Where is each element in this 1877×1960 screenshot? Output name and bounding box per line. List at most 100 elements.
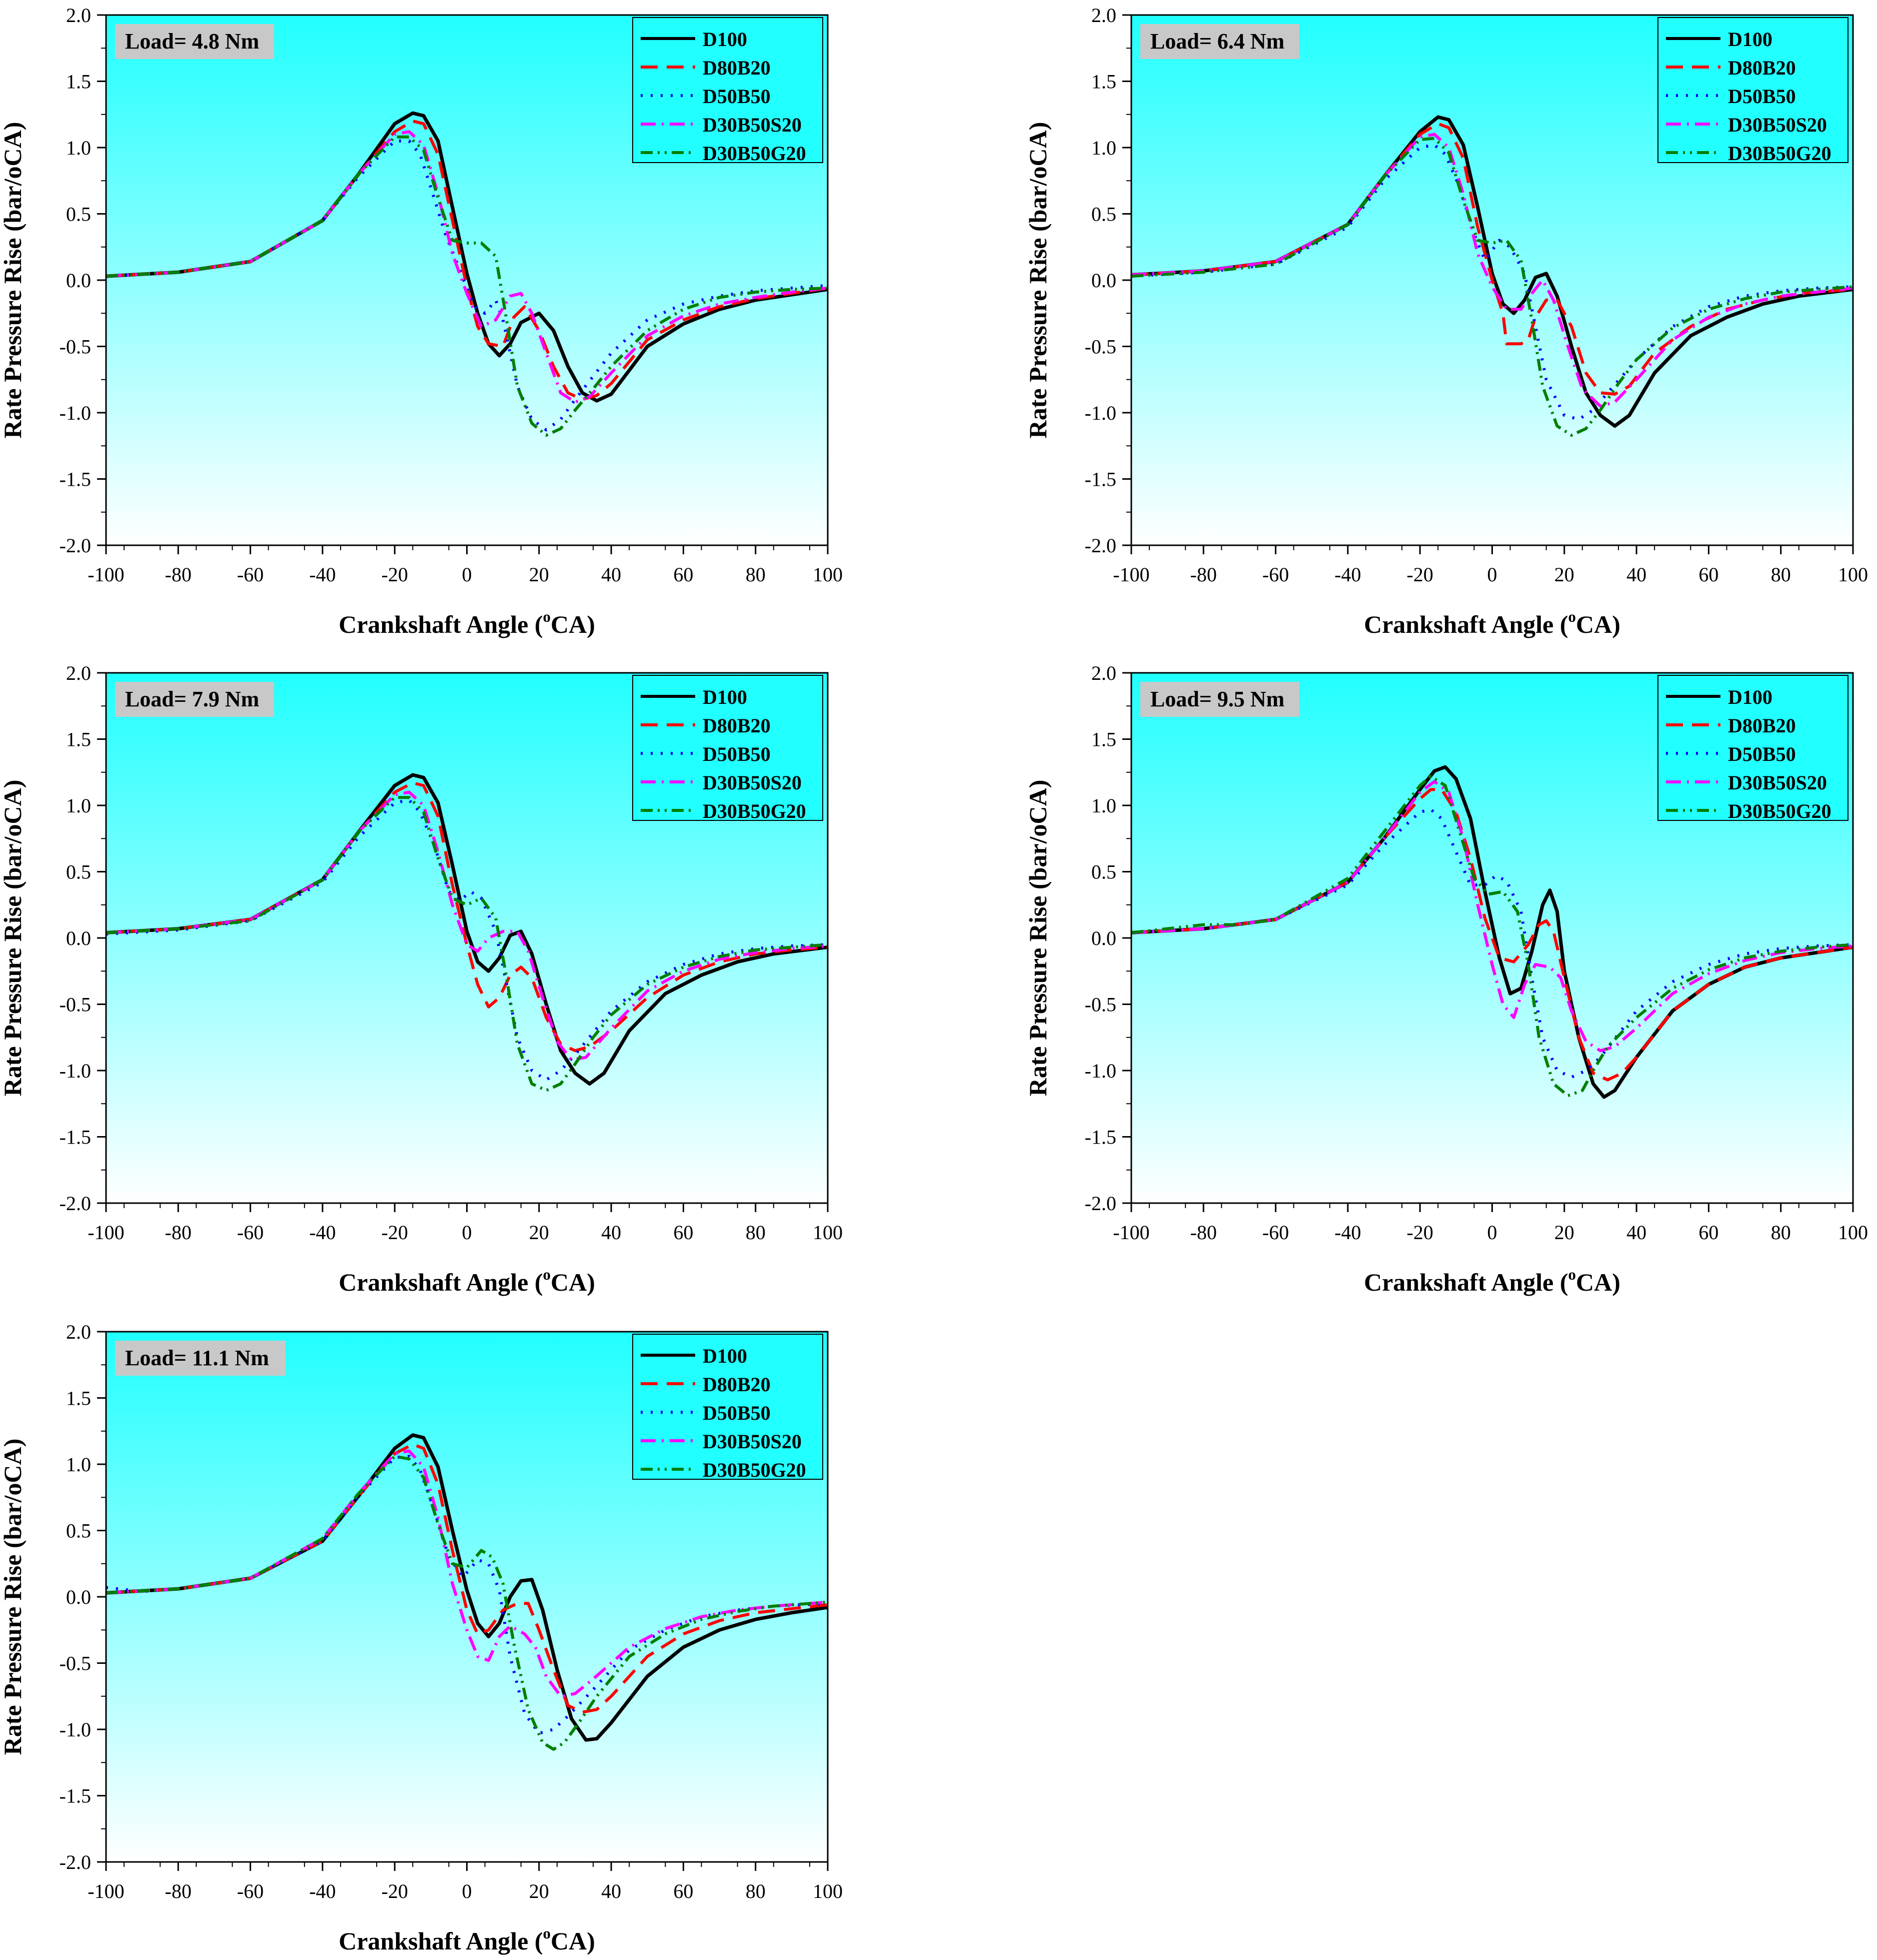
x-axis-label: Crankshaft Angle (oCA) xyxy=(1364,608,1620,638)
y-tick-label: -0.5 xyxy=(60,994,91,1016)
series-line-d30b50g20 xyxy=(1131,774,1853,1098)
legend-box xyxy=(1657,675,1848,821)
x-tick-label: -60 xyxy=(237,563,264,586)
x-tick-label: 100 xyxy=(1838,563,1868,586)
x-tick-label: -80 xyxy=(1190,1221,1217,1244)
x-tick-label: -80 xyxy=(165,1221,192,1244)
chart-title: Load= 7.9 Nm xyxy=(125,687,259,711)
x-tick-label: 0 xyxy=(1487,1221,1497,1244)
y-tick-label: -1.0 xyxy=(1085,402,1116,424)
load-badge xyxy=(115,682,274,717)
series-line-d50b50 xyxy=(106,139,828,432)
legend-label-d30b50s20: D30B50S20 xyxy=(703,771,802,794)
y-tick-label: 0.5 xyxy=(66,861,91,883)
x-tick-label: -20 xyxy=(1407,1221,1433,1244)
series-line-d100 xyxy=(106,1433,828,1742)
y-tick-label: 1.0 xyxy=(66,794,91,817)
x-tick-label: 100 xyxy=(813,563,843,586)
chart-title: Load= 6.4 Nm xyxy=(1150,29,1284,54)
legend-label-d100: D100 xyxy=(703,686,747,708)
x-tick-label: 100 xyxy=(813,1221,843,1244)
y-tick-label: -1.5 xyxy=(60,1785,91,1807)
x-tick-label: 80 xyxy=(746,1880,766,1902)
x-tick-label: -20 xyxy=(382,1221,408,1244)
legend-label-d80b20: D80B20 xyxy=(703,57,771,79)
load-badge xyxy=(115,1341,286,1376)
x-tick-label: -100 xyxy=(88,1221,124,1244)
x-tick-label: -60 xyxy=(237,1221,264,1244)
legend-label-d50b50: D50B50 xyxy=(1728,743,1796,765)
x-tick-label: -20 xyxy=(1407,563,1433,586)
x-tick-label: 100 xyxy=(1838,1221,1868,1244)
x-tick-label: 60 xyxy=(1698,563,1718,586)
x-tick-label: -20 xyxy=(382,1880,408,1902)
y-tick-label: -1.5 xyxy=(1085,1126,1116,1149)
series-line-d30b50g20 xyxy=(106,796,828,1092)
x-axis-label: Crankshaft Angle (oCA) xyxy=(339,608,595,638)
y-tick-label: 0.0 xyxy=(1091,927,1116,949)
legend-label-d30b50g20: D30B50G20 xyxy=(1728,800,1831,822)
y-tick-label: 2.0 xyxy=(66,1321,91,1343)
y-tick-label: 0.0 xyxy=(1091,269,1116,292)
series-line-d80b20 xyxy=(106,1443,828,1714)
series-line-d50b50 xyxy=(1131,143,1853,421)
x-tick-label: 60 xyxy=(673,563,693,586)
legend: D100 D80B20 D50B50 D30B50S20 D30B50G20 xyxy=(1657,17,1848,165)
y-tick-label: -1.5 xyxy=(60,468,91,491)
x-tick-label: 80 xyxy=(1771,1221,1791,1244)
x-tick-label: 40 xyxy=(1626,1221,1646,1244)
y-axis-label: Rate Pressure Rise (bar/oCA) xyxy=(0,122,27,439)
legend-label-d50b50: D50B50 xyxy=(703,85,771,108)
x-axis-label: Crankshaft Angle (oCA) xyxy=(339,1266,595,1296)
y-tick-label: -0.5 xyxy=(60,336,91,358)
y-tick-label: -2.0 xyxy=(60,1192,91,1215)
legend-box xyxy=(632,1334,823,1480)
y-axis-label: Rate Pressure Rise (bar/oCA) xyxy=(1024,122,1052,439)
series-line-d50b50 xyxy=(106,1455,828,1735)
x-tick-label: -80 xyxy=(165,1880,192,1902)
x-tick-label: 60 xyxy=(1698,1221,1718,1244)
y-tick-label: -0.5 xyxy=(1085,336,1116,358)
y-tick-label: -1.5 xyxy=(1085,468,1116,491)
series-line-d30b50g20 xyxy=(106,135,828,437)
legend-label-d80b20: D80B20 xyxy=(1728,714,1796,737)
y-tick-label: 0.5 xyxy=(66,1520,91,1542)
x-tick-label: -100 xyxy=(88,563,124,586)
load-badge xyxy=(1140,682,1299,717)
legend-label-d30b50s20: D30B50S20 xyxy=(1728,114,1827,136)
legend: D100 D80B20 D50B50 D30B50S20 D30B50G20 xyxy=(632,675,823,822)
chart-title: Load= 4.8 Nm xyxy=(125,29,259,54)
legend-label-d50b50: D50B50 xyxy=(703,743,771,765)
series-line-d80b20 xyxy=(106,781,828,1053)
x-tick-label: 40 xyxy=(601,563,621,586)
chart-panel-3: -100 -80 -60 -40 -20 0 20 40 60 80 100 2.0 1.5 1.0 0.5… xyxy=(0,662,843,1296)
legend-label-d30b50s20: D30B50S20 xyxy=(1728,771,1827,794)
y-axis-label: Rate Pressure Rise (bar/oCA) xyxy=(0,1439,27,1755)
legend-box xyxy=(1657,17,1848,163)
x-tick-label: 20 xyxy=(529,1880,549,1902)
x-tick-label: -80 xyxy=(1190,563,1217,586)
load-badge xyxy=(115,24,274,59)
y-tick-label: -2.0 xyxy=(1085,1192,1116,1215)
x-tick-label: -20 xyxy=(382,563,408,586)
chart-title: Load= 11.1 Nm xyxy=(125,1346,269,1370)
legend-box xyxy=(632,17,823,163)
x-tick-label: 80 xyxy=(1771,563,1791,586)
x-tick-label: -60 xyxy=(1262,563,1289,586)
x-axis-label: Crankshaft Angle (oCA) xyxy=(339,1924,595,1955)
x-tick-label: -40 xyxy=(309,563,336,586)
series-line-d30b50g20 xyxy=(1131,137,1853,437)
y-tick-label: 1.0 xyxy=(66,137,91,159)
x-tick-label: -100 xyxy=(88,1880,124,1902)
y-tick-label: 1.5 xyxy=(66,728,91,751)
load-badge xyxy=(1140,24,1299,59)
x-tick-label: 100 xyxy=(813,1880,843,1902)
x-tick-label: 80 xyxy=(746,1221,766,1244)
legend: D100 D80B20 D50B50 D30B50S20 D30B50G20 xyxy=(632,1334,823,1481)
y-tick-label: -1.0 xyxy=(60,1060,91,1082)
x-tick-label: 20 xyxy=(1554,563,1574,586)
y-tick-label: -1.0 xyxy=(60,402,91,424)
x-tick-label: 80 xyxy=(746,563,766,586)
x-tick-label: 20 xyxy=(529,1221,549,1244)
x-tick-label: 20 xyxy=(529,563,549,586)
